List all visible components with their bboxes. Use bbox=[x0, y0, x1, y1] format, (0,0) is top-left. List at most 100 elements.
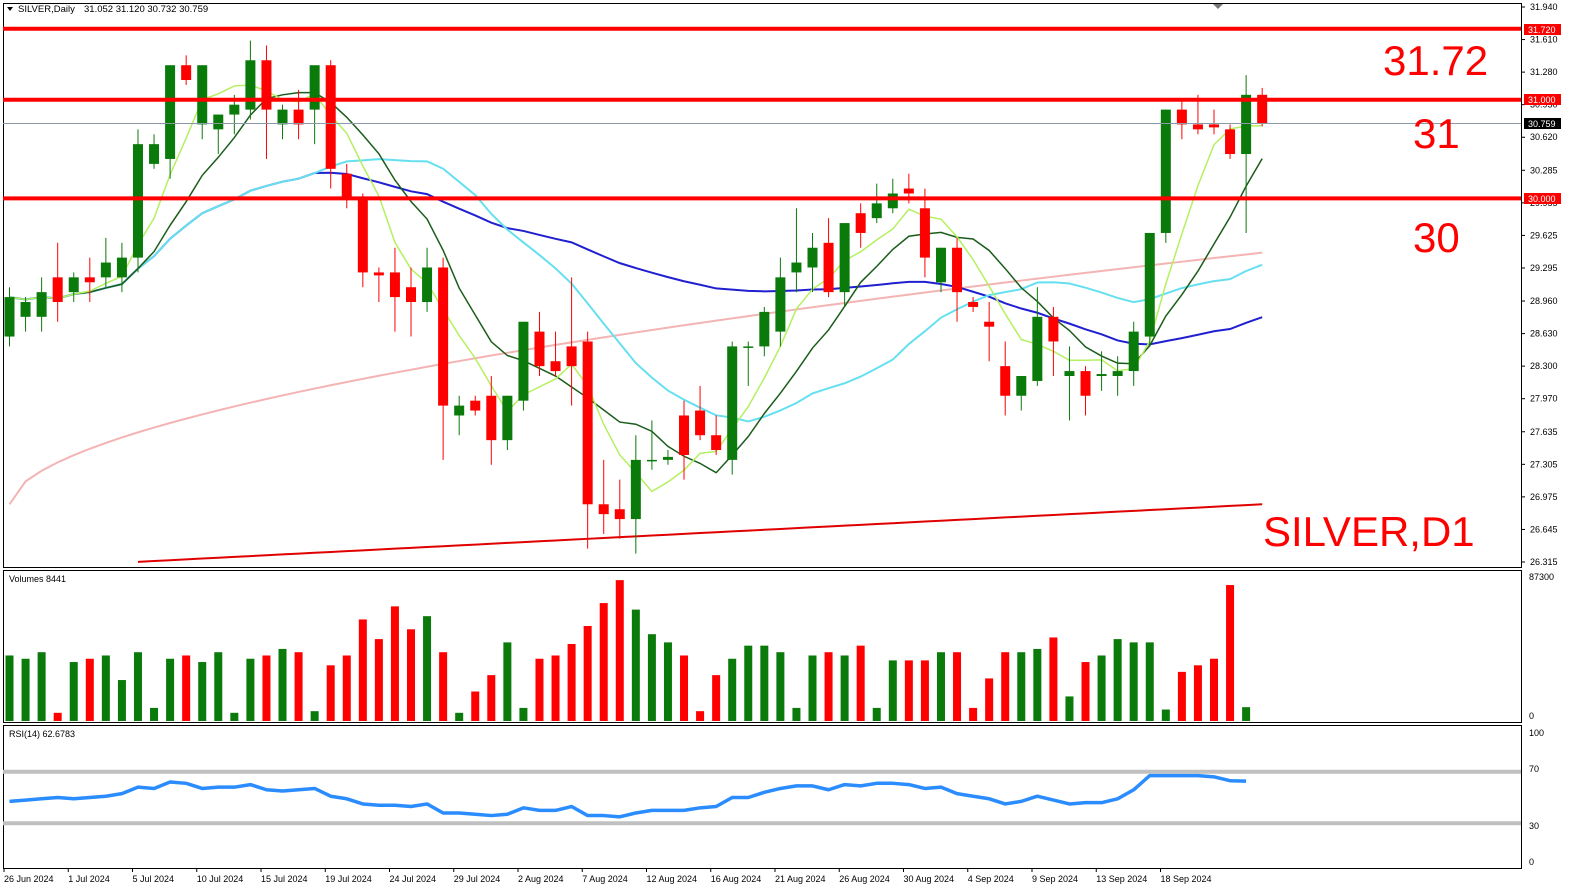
ohlc-label: 31.052 31.120 30.732 30.759 bbox=[84, 4, 208, 15]
time-axis-label: 12 Aug 2024 bbox=[647, 874, 698, 884]
candle-body bbox=[1096, 374, 1107, 377]
volume-bar bbox=[856, 645, 865, 721]
candle-body bbox=[1225, 129, 1236, 155]
annotation-30: 30 bbox=[1413, 214, 1460, 261]
price-tag-high: 31.720 bbox=[1524, 24, 1561, 35]
candle-body bbox=[100, 262, 111, 278]
volume-bar bbox=[53, 712, 62, 721]
volume-bar bbox=[535, 658, 544, 721]
volume-bar bbox=[182, 655, 191, 721]
candle-body bbox=[181, 65, 192, 81]
price-tag-mid-text: 31.000 bbox=[1528, 95, 1556, 105]
volume-bar bbox=[439, 652, 448, 721]
price-axis: 31.94031.61031.28030.95030.62030.28529.9… bbox=[1521, 2, 1558, 567]
volume-bar bbox=[760, 645, 769, 721]
candle-body bbox=[984, 321, 995, 327]
volume-bar bbox=[455, 712, 464, 721]
volume-bar bbox=[792, 707, 801, 721]
price-axis-label: 28.300 bbox=[1530, 361, 1558, 371]
price-panel bbox=[3, 3, 1522, 568]
candle-body bbox=[1064, 371, 1075, 377]
volume-bar bbox=[1097, 655, 1106, 721]
candle-body bbox=[759, 311, 770, 347]
volume-axis-zero: 0 bbox=[1529, 711, 1534, 721]
candle-body bbox=[1112, 371, 1123, 377]
candle-body bbox=[711, 435, 722, 451]
candle-body bbox=[1192, 124, 1203, 130]
candle-body bbox=[149, 144, 160, 164]
candle-body bbox=[566, 346, 577, 367]
volume-bar bbox=[1145, 642, 1154, 721]
candle-body bbox=[1080, 371, 1091, 396]
volume-bar bbox=[808, 655, 817, 721]
volume-bar bbox=[374, 639, 383, 721]
volume-bars bbox=[5, 580, 1251, 721]
collapse-triangle-icon[interactable] bbox=[7, 7, 13, 11]
candles bbox=[4, 40, 1268, 554]
price-tag-low: 30.000 bbox=[1524, 193, 1561, 204]
candle-body bbox=[36, 292, 47, 317]
time-axis-label: 1 Jul 2024 bbox=[68, 874, 110, 884]
volume-bar bbox=[166, 658, 175, 721]
volume-bar bbox=[85, 658, 94, 721]
candle-body bbox=[935, 247, 946, 283]
volume-bar bbox=[262, 655, 271, 721]
volume-bar bbox=[246, 658, 255, 721]
candle-body bbox=[132, 144, 143, 258]
volume-bar bbox=[69, 662, 78, 721]
volume-bar bbox=[647, 634, 656, 721]
volume-bar bbox=[214, 652, 223, 721]
volume-bar bbox=[342, 655, 351, 721]
time-axis-label: 21 Aug 2024 bbox=[775, 874, 826, 884]
volume-bar bbox=[1129, 642, 1138, 721]
candle-body bbox=[855, 213, 866, 233]
volume-bar bbox=[696, 711, 705, 721]
volume-bar bbox=[840, 655, 849, 721]
candle-body bbox=[165, 65, 176, 159]
candle-body bbox=[245, 60, 256, 110]
volume-bar bbox=[985, 678, 994, 721]
price-tag-mid: 31.000 bbox=[1524, 94, 1561, 105]
candle-body bbox=[341, 173, 352, 199]
candle-body bbox=[679, 415, 690, 455]
candle-body bbox=[727, 346, 738, 460]
volume-bar bbox=[744, 645, 753, 721]
time-axis-label: 10 Jul 2024 bbox=[197, 874, 244, 884]
volume-bar bbox=[1113, 639, 1122, 721]
volume-bar bbox=[680, 655, 689, 721]
volume-bar bbox=[1017, 652, 1026, 721]
volume-bar bbox=[117, 680, 126, 721]
volume-bar bbox=[278, 648, 287, 721]
candle-body bbox=[518, 321, 529, 401]
candle-body bbox=[438, 267, 449, 406]
candle-body bbox=[1209, 124, 1219, 128]
candle-body bbox=[887, 193, 898, 209]
price-axis-label: 26.315 bbox=[1530, 557, 1558, 567]
volume-bar bbox=[872, 707, 881, 721]
volume-bar bbox=[888, 660, 897, 721]
candle-body bbox=[229, 104, 240, 115]
volume-bar bbox=[904, 660, 913, 721]
volume-bar bbox=[358, 619, 367, 721]
volume-bar bbox=[1193, 665, 1202, 721]
candle-body bbox=[839, 223, 850, 293]
candle-body bbox=[952, 247, 963, 293]
price-tag-current: 30.759 bbox=[1524, 118, 1561, 129]
candle-body bbox=[1144, 232, 1155, 337]
ma-cyan-line bbox=[9, 158, 1263, 423]
candle-body bbox=[116, 257, 127, 278]
candle-body bbox=[791, 262, 802, 273]
volume-label: Volumes 8441 bbox=[9, 574, 66, 584]
volume-bar bbox=[407, 629, 415, 721]
watermark-silver-d1: SILVER,D1 bbox=[1263, 508, 1475, 555]
rsi-axis-70: 70 bbox=[1529, 764, 1539, 774]
volume-bar bbox=[133, 652, 142, 721]
price-axis-label: 29.295 bbox=[1530, 263, 1558, 273]
volume-bar bbox=[599, 603, 608, 721]
volume-bar bbox=[583, 625, 592, 721]
time-axis: 26 Jun 2024 1 Jul 2024 5 Jul 2024 10 Jul 20… bbox=[3, 868, 1212, 884]
candle-body bbox=[1000, 366, 1011, 396]
price-axis-label: 27.970 bbox=[1530, 394, 1558, 404]
volume-bar bbox=[1033, 648, 1042, 721]
candle-body bbox=[406, 287, 416, 303]
